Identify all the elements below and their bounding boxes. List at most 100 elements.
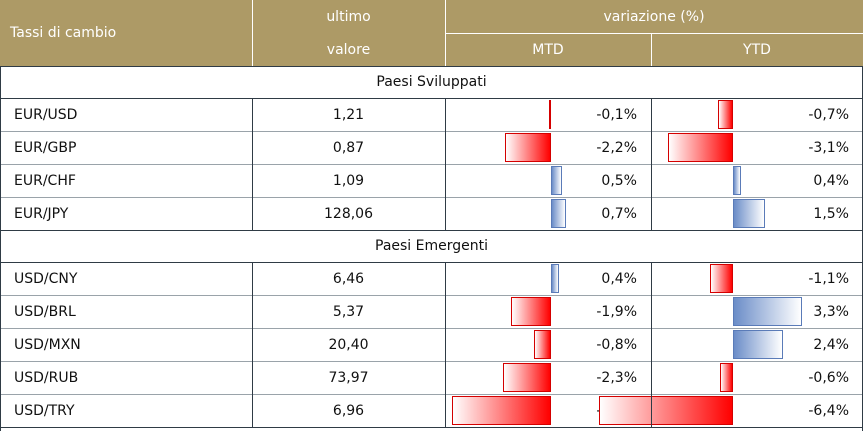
header-ytd: YTD xyxy=(651,34,863,66)
table-row: USD/BRL 5,37 -1,9% 3,3% xyxy=(0,295,863,328)
ytd-cell: -0,6% xyxy=(651,361,863,394)
mtd-value: -0,8% xyxy=(596,336,637,353)
mtd-value: -1,9% xyxy=(596,303,637,320)
last-value: 73,97 xyxy=(328,369,369,386)
column-divider xyxy=(651,262,652,427)
mtd-bar xyxy=(548,100,551,129)
last-value: 1,21 xyxy=(332,106,365,123)
header-divider xyxy=(445,33,863,34)
mtd-value: 0,5% xyxy=(601,172,637,189)
column-divider xyxy=(651,98,652,230)
last-value: 6,96 xyxy=(332,402,365,419)
column-divider xyxy=(252,98,253,230)
row-divider xyxy=(0,164,863,165)
mtd-bar xyxy=(534,330,551,359)
ytd-value: -3,1% xyxy=(808,139,849,156)
mtd-value: 0,7% xyxy=(601,205,637,222)
column-divider xyxy=(445,262,446,427)
mtd-bar xyxy=(504,133,551,162)
mtd-bar xyxy=(452,396,551,425)
row-divider xyxy=(0,427,863,428)
table-row: USD/RUB 73,97 -2,3% -0,6% xyxy=(0,361,863,394)
mtd-cell: -0,8% xyxy=(445,328,651,361)
ytd-cell: -6,4% xyxy=(651,394,863,427)
currency-pair: USD/BRL xyxy=(14,303,76,320)
mtd-value: -2,3% xyxy=(596,369,637,386)
mtd-value: 0,4% xyxy=(601,270,637,287)
ytd-value: 0,4% xyxy=(813,172,849,189)
ytd-cell: 3,3% xyxy=(651,295,863,328)
last-value: 6,46 xyxy=(332,270,365,287)
row-divider xyxy=(0,295,863,296)
row-divider xyxy=(0,328,863,329)
mtd-value: -2,2% xyxy=(596,139,637,156)
table-row: EUR/GBP 0,87 -2,2% -3,1% xyxy=(0,131,863,164)
mtd-bar xyxy=(551,199,566,228)
table-row: USD/CNY 6,46 0,4% -1,1% xyxy=(0,262,863,295)
column-divider xyxy=(252,262,253,427)
header-title: Tassi di cambio xyxy=(0,0,252,66)
last-value: 0,87 xyxy=(332,139,365,156)
ytd-cell: -1,1% xyxy=(651,262,863,295)
header-divider xyxy=(651,34,652,66)
mtd-bar xyxy=(551,264,560,293)
mtd-bar xyxy=(511,297,551,326)
ytd-value: -6,4% xyxy=(808,402,849,419)
ytd-cell: 2,4% xyxy=(651,328,863,361)
table-row: EUR/CHF 1,09 0,5% 0,4% xyxy=(0,164,863,197)
ytd-bar xyxy=(733,330,784,359)
header-ultimo-line2: valore xyxy=(252,33,445,66)
row-divider xyxy=(0,66,863,67)
ytd-bar xyxy=(667,133,733,162)
row-divider xyxy=(0,361,863,362)
mtd-bar xyxy=(551,166,562,195)
ytd-bar xyxy=(733,166,742,195)
last-value: 20,40 xyxy=(328,336,369,353)
table-row: USD/MXN 20,40 -0,8% 2,4% xyxy=(0,328,863,361)
ytd-bar xyxy=(598,396,733,425)
last-value: 1,09 xyxy=(332,172,365,189)
ytd-value: -0,7% xyxy=(808,106,849,123)
ytd-bar xyxy=(733,199,765,228)
ytd-value: -0,6% xyxy=(808,369,849,386)
ytd-value: -1,1% xyxy=(808,270,849,287)
ytd-value: 3,3% xyxy=(813,303,849,320)
mtd-cell: 0,4% xyxy=(445,262,651,295)
currency-pair: USD/RUB xyxy=(14,369,79,386)
mtd-cell: -2,2% xyxy=(445,131,651,164)
ytd-value: 1,5% xyxy=(813,205,849,222)
mtd-value: -0,1% xyxy=(596,106,637,123)
currency-pair: USD/TRY xyxy=(14,402,75,419)
ytd-bar xyxy=(718,100,733,129)
currency-pair: EUR/CHF xyxy=(14,172,76,189)
currency-pair: EUR/JPY xyxy=(14,205,69,222)
mtd-cell: -0,1% xyxy=(445,98,651,131)
mtd-cell: -1,9% xyxy=(445,295,651,328)
mtd-cell: 0,7% xyxy=(445,197,651,230)
ytd-cell: -0,7% xyxy=(651,98,863,131)
currency-pair: USD/MXN xyxy=(14,336,81,353)
ytd-cell: 1,5% xyxy=(651,197,863,230)
ytd-bar xyxy=(733,297,803,326)
last-value: 128,06 xyxy=(324,205,373,222)
row-divider xyxy=(0,197,863,198)
header-divider xyxy=(252,0,253,66)
row-divider xyxy=(0,230,863,231)
currency-pair: EUR/GBP xyxy=(14,139,77,156)
ytd-bar xyxy=(709,264,733,293)
column-divider xyxy=(445,98,446,230)
ytd-cell: -3,1% xyxy=(651,131,863,164)
section-header: Paesi Emergenti xyxy=(0,230,863,262)
ytd-value: 2,4% xyxy=(813,336,849,353)
row-divider xyxy=(0,262,863,263)
header-ultimo-line1: ultimo xyxy=(252,0,445,33)
table-border xyxy=(0,66,1,431)
last-value: 5,37 xyxy=(332,303,365,320)
table-row: EUR/JPY 128,06 0,7% 1,5% xyxy=(0,197,863,230)
ytd-cell: 0,4% xyxy=(651,164,863,197)
table-row: EUR/USD 1,21 -0,1% -0,7% xyxy=(0,98,863,131)
currency-pair: USD/CNY xyxy=(14,270,78,287)
currency-pair: EUR/USD xyxy=(14,106,78,123)
